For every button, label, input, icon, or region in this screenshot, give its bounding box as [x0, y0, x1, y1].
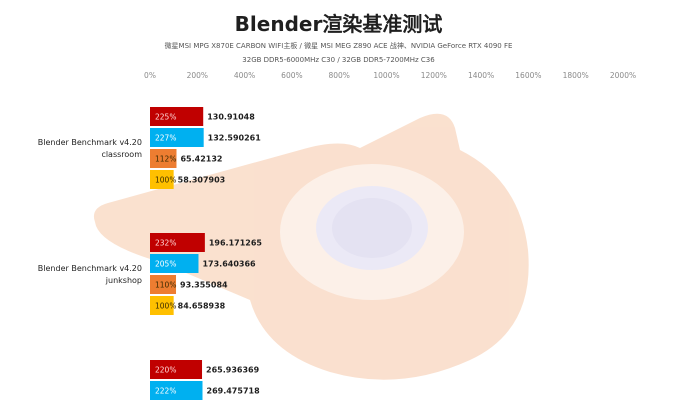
x-tick-label: 2000%	[610, 71, 636, 80]
x-tick-label: 400%	[234, 71, 255, 80]
x-tick-label: 1400%	[468, 71, 494, 80]
bar-value-label: 173.640366	[202, 260, 256, 269]
bar-value-label: 132.590261	[208, 134, 262, 143]
x-tick-label: 1000%	[373, 71, 399, 80]
chart-subtitle-line-2: 32GB DDR5-6000MHz C30 / 32GB DDR5-7200MH…	[242, 56, 435, 64]
category-label: junkshop	[105, 276, 142, 285]
category-label: Blender Benchmark v4.20	[38, 264, 142, 273]
chart-title: Blender渲染基准测试	[234, 12, 443, 36]
x-tick-label: 1200%	[421, 71, 447, 80]
bar-percent-label: 100%	[155, 302, 176, 311]
bar	[150, 296, 174, 315]
bar-percent-label: 227%	[155, 134, 176, 143]
bar-percent-label: 112%	[155, 155, 176, 164]
x-tick-label: 600%	[281, 71, 302, 80]
bar	[150, 149, 177, 168]
bar-percent-label: 220%	[155, 366, 176, 375]
background-logo-watermark	[93, 113, 529, 380]
bar-percent-label: 222%	[155, 387, 176, 396]
bar-percent-label: 225%	[155, 113, 176, 122]
bar	[150, 107, 204, 126]
bar	[150, 254, 199, 273]
bars: 225% 130.91048 227% 132.590261 112% 65.42132 1…	[150, 107, 262, 400]
bar	[150, 170, 174, 189]
bar-value-label: 269.475718	[207, 387, 261, 396]
bar-value-label: 93.355084	[180, 281, 228, 290]
bar-percent-label: 100%	[155, 176, 176, 185]
bar-value-label: 265.936369	[206, 366, 260, 375]
x-axis: 0% 200% 400% 600% 800% 1000% 1200% 1400% 1600% 18…	[144, 71, 636, 80]
bar-value-label: 130.91048	[207, 113, 255, 122]
bar-percent-label: 205%	[155, 260, 176, 269]
bar-value-label: 196.171265	[209, 239, 263, 248]
x-tick-label: 0%	[144, 71, 156, 80]
bar-value-label: 58.307903	[178, 176, 226, 185]
bar-percent-label: 110%	[155, 281, 176, 290]
x-tick-label: 200%	[187, 71, 208, 80]
x-tick-label: 1600%	[515, 71, 541, 80]
category-label: classroom	[101, 150, 142, 159]
x-tick-label: 800%	[328, 71, 349, 80]
bar	[150, 275, 177, 294]
chart-subtitle-line-1: 微星MSI MPG X870E CARBON WIFI主板 / 微星 MSI M…	[164, 42, 513, 50]
bar	[150, 360, 203, 379]
category-labels: Blender Benchmark v4.20 classroom Blender …	[38, 138, 142, 285]
category-label: Blender Benchmark v4.20	[38, 138, 142, 147]
bar	[150, 128, 204, 147]
bar-value-label: 84.658938	[178, 302, 226, 311]
bar	[150, 233, 205, 252]
bar-value-label: 65.42132	[180, 155, 222, 164]
x-tick-label: 1800%	[563, 71, 589, 80]
bar-percent-label: 232%	[155, 239, 176, 248]
bar	[150, 381, 203, 400]
